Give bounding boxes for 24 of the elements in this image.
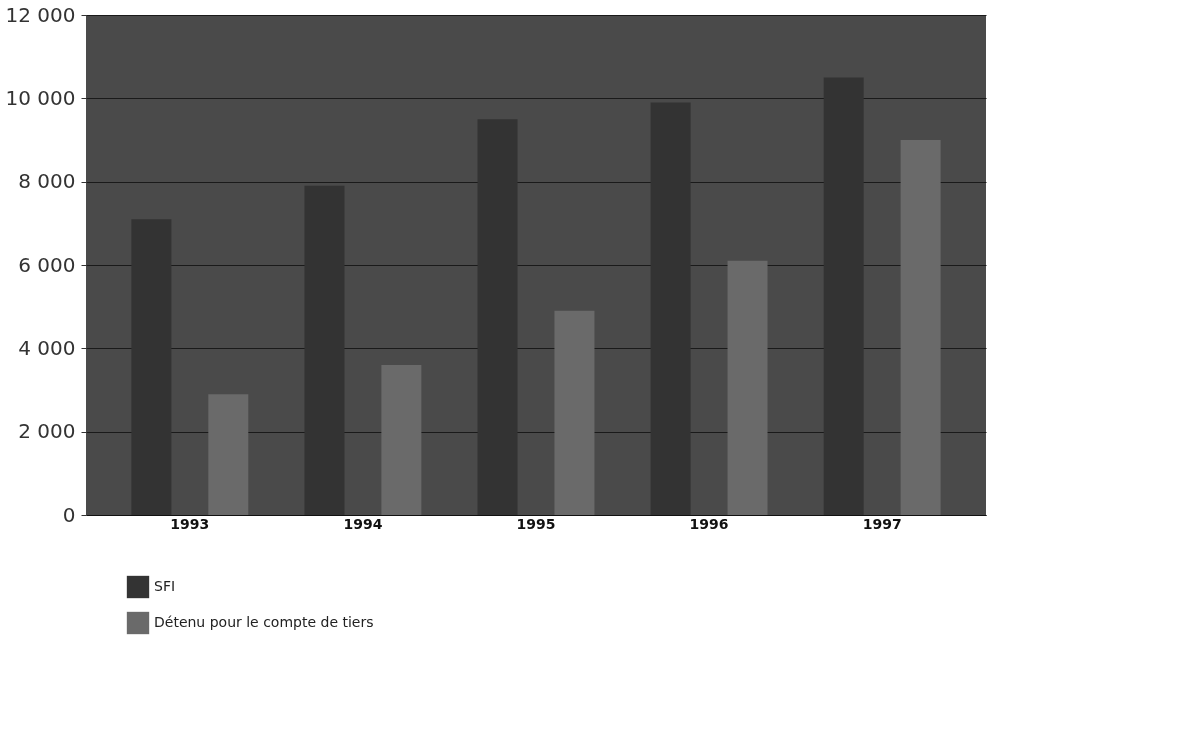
x-tick-label: 1994	[343, 515, 383, 532]
y-tick-label: 4 000	[18, 335, 76, 360]
x-tick-label: 1996	[689, 515, 729, 532]
y-tick-label: 0	[62, 502, 76, 527]
x-tick-label: 1993	[170, 515, 210, 532]
x-tick-label: 1997	[862, 515, 902, 532]
bar	[554, 310, 595, 515]
bar	[381, 365, 422, 515]
legend-label: Détenu pour le compte de tiers	[154, 614, 374, 630]
bar	[650, 102, 691, 515]
bar	[900, 140, 941, 515]
bar	[823, 77, 864, 515]
bar	[131, 219, 172, 515]
bar	[727, 260, 768, 515]
bar	[208, 394, 249, 515]
y-tick-label: 6 000	[18, 252, 76, 277]
legend-label: SFI	[154, 578, 176, 594]
x-tick-label: 1995	[516, 515, 556, 532]
bar	[304, 185, 345, 515]
bar	[477, 119, 518, 515]
y-tick-label: 10 000	[5, 85, 76, 110]
y-tick-label: 12 000	[5, 2, 76, 27]
y-tick-label: 8 000	[18, 169, 76, 194]
y-tick-label: 2 000	[18, 419, 76, 444]
